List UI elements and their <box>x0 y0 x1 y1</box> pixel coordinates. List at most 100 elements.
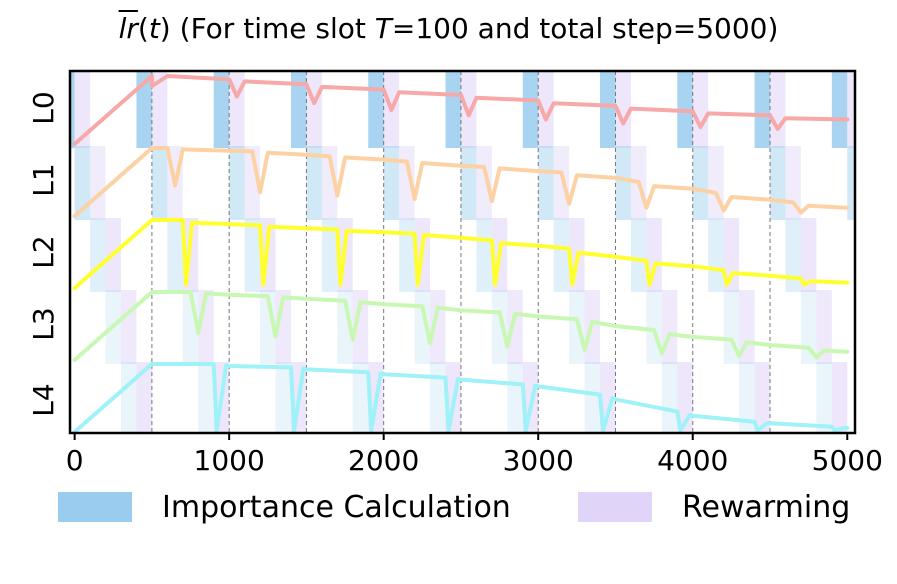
row-label-l3: L3 <box>27 307 60 340</box>
importance-band <box>74 146 91 220</box>
rewarming-band <box>754 362 771 433</box>
rewarming-band <box>90 146 106 220</box>
importance-band <box>785 218 801 292</box>
importance-band <box>816 362 832 433</box>
series-line-l2 <box>72 218 850 290</box>
rewarming-band <box>538 71 554 148</box>
rewarming-band <box>476 146 492 220</box>
importance-band <box>600 71 616 148</box>
importance-band <box>337 290 353 364</box>
rewarming-band <box>600 362 616 433</box>
series-line-l3 <box>72 290 850 362</box>
row-label-l0: L0 <box>27 91 60 124</box>
importance-band <box>507 362 523 433</box>
rewarming-band <box>770 71 786 148</box>
importance-band <box>460 146 477 220</box>
legend-item-rewarming: Rewarming <box>578 482 850 532</box>
rewarming-band <box>661 290 678 364</box>
importance-band <box>522 71 539 148</box>
series-line-l1 <box>72 146 850 218</box>
importance-band <box>70 71 75 148</box>
rewarming-band <box>692 71 709 148</box>
legend-swatch-importance <box>58 492 132 522</box>
x-tick-label: 1000 <box>194 444 265 477</box>
legend-label-rewarming: Rewarming <box>682 489 851 525</box>
title-open-paren: ( <box>137 12 149 45</box>
importance-band <box>290 71 307 148</box>
importance-band <box>430 362 446 433</box>
rewarming-band <box>800 218 817 292</box>
importance-band <box>553 218 570 292</box>
plot-frame <box>68 69 857 435</box>
importance-band <box>584 362 601 433</box>
importance-band <box>847 146 855 220</box>
title-arg: t <box>148 12 160 45</box>
rewarming-band <box>831 362 848 433</box>
importance-band <box>538 146 554 220</box>
importance-band <box>445 71 461 148</box>
importance-band <box>90 218 106 292</box>
importance-band <box>800 290 817 364</box>
legend-item-importance: Importance Calculation <box>58 482 511 532</box>
importance-band <box>615 146 631 220</box>
importance-band <box>831 71 848 148</box>
importance-band <box>352 362 369 433</box>
rewarming-band <box>399 146 415 220</box>
importance-band <box>244 218 261 292</box>
row-label-l2: L2 <box>27 235 60 268</box>
title-slot-var: T <box>374 12 392 45</box>
rewarming-band <box>74 71 91 148</box>
row-label-l4: L4 <box>27 383 60 416</box>
rewarming-band <box>460 71 477 148</box>
chart-title: lr(t) (For time slot T=100 and total ste… <box>0 12 897 45</box>
importance-band <box>708 218 724 292</box>
importance-band <box>306 146 322 220</box>
series-line-l4 <box>72 362 850 433</box>
row-label-l1: L1 <box>27 163 60 196</box>
title-close-paren: ) <box>159 12 171 45</box>
rewarming-band <box>321 146 338 220</box>
importance-band <box>275 362 291 433</box>
rewarming-band <box>136 362 152 433</box>
rewarming-band <box>507 290 523 364</box>
importance-band <box>692 146 709 220</box>
x-tick-label: 2000 <box>348 444 419 477</box>
importance-band <box>120 362 137 433</box>
title-prefix: (For time slot <box>179 12 375 45</box>
importance-band <box>414 290 431 364</box>
series-lines <box>72 74 850 433</box>
importance-band <box>198 362 214 433</box>
rewarming-band <box>352 290 369 364</box>
importance-band <box>151 146 168 220</box>
importance-band <box>399 218 415 292</box>
x-tick-label: 3000 <box>503 444 574 477</box>
importance-band <box>661 362 678 433</box>
importance-band <box>383 146 400 220</box>
rewarming-band <box>151 71 168 148</box>
importance-band <box>213 71 230 148</box>
rewarming-band <box>120 290 137 364</box>
rewarming-band <box>553 146 570 220</box>
importance-band <box>229 146 245 220</box>
importance-band <box>368 71 384 148</box>
importance-band <box>136 71 152 148</box>
importance-band <box>321 218 338 292</box>
importance-band <box>167 218 183 292</box>
importance-band <box>491 290 508 364</box>
x-tick-label: 4000 <box>657 444 728 477</box>
rewarming-band <box>306 71 322 148</box>
legend: Importance Calculation Rewarming <box>0 482 897 532</box>
rewarming-band <box>646 218 662 292</box>
legend-label-importance: Importance Calculation <box>162 489 511 525</box>
rewarming-band <box>615 71 631 148</box>
title-symbol: lr <box>118 12 138 45</box>
rewarming-band <box>847 71 855 148</box>
importance-band <box>739 362 755 433</box>
x-tick-label: 5000 <box>812 444 883 477</box>
title-rest: =100 and total step=5000) <box>391 12 779 45</box>
series-line-l0 <box>72 74 850 146</box>
importance-band <box>754 71 771 148</box>
importance-band <box>630 218 647 292</box>
importance-band <box>770 146 786 220</box>
